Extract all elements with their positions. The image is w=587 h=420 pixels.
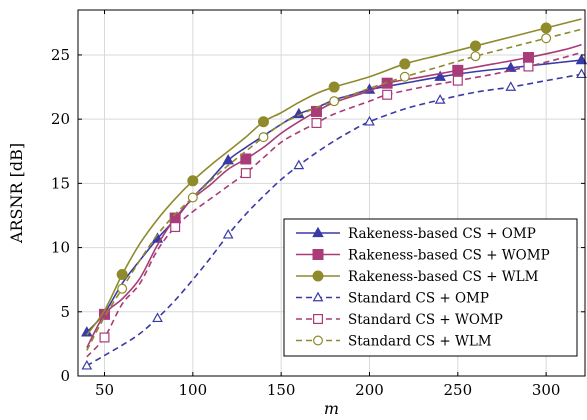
legend-item: Standard CS + WOMP bbox=[296, 312, 503, 328]
series-line bbox=[86, 73, 582, 367]
series-group bbox=[81, 18, 587, 370]
y-tick-label: 25 bbox=[51, 46, 70, 64]
data-point bbox=[399, 58, 411, 70]
data-point bbox=[540, 22, 552, 34]
data-point bbox=[310, 105, 322, 117]
legend-marker bbox=[313, 314, 324, 325]
series-5 bbox=[86, 51, 582, 358]
data-point bbox=[575, 53, 587, 65]
x-tick-label: 200 bbox=[355, 381, 384, 399]
data-point bbox=[117, 283, 128, 294]
x-tick-label: 50 bbox=[95, 381, 114, 399]
data-point bbox=[364, 115, 375, 126]
y-tick-label: 15 bbox=[51, 174, 70, 192]
data-point bbox=[222, 154, 234, 165]
data-point bbox=[505, 81, 517, 91]
x-tick-label: 100 bbox=[179, 381, 208, 399]
x-axis-label: m bbox=[324, 399, 339, 418]
data-point bbox=[522, 52, 534, 64]
legend: Rakeness-based CS + OMP Rakeness-based CS… bbox=[283, 218, 578, 357]
data-point bbox=[257, 116, 269, 128]
series-line bbox=[86, 43, 582, 349]
series-line bbox=[86, 28, 582, 351]
series-4 bbox=[81, 68, 587, 370]
legend-item: Standard CS + WLM bbox=[296, 334, 492, 350]
legend-item: Rakeness-based CS + WOMP bbox=[296, 248, 550, 264]
data-point bbox=[152, 312, 163, 323]
legend-label: Standard CS + OMP bbox=[348, 291, 489, 307]
data-point bbox=[116, 269, 128, 281]
data-point bbox=[434, 70, 446, 81]
y-tick-label: 20 bbox=[51, 110, 70, 128]
axis-ticks: 50 100 150 200 250 300 0 5 10 15 20 25 bbox=[51, 10, 585, 399]
x-tick-label: 250 bbox=[443, 381, 472, 399]
legend-marker bbox=[312, 249, 324, 260]
legend-item: Rakeness-based CS + OMP bbox=[296, 226, 536, 242]
legend-label: Standard CS + WLM bbox=[348, 334, 492, 350]
y-axis-label: ARSNR [dB] bbox=[7, 143, 26, 244]
data-point bbox=[541, 33, 552, 44]
y-tick-label: 10 bbox=[51, 239, 70, 257]
data-point bbox=[240, 168, 251, 179]
legend-box bbox=[283, 218, 578, 357]
legend-label: Standard CS + WOMP bbox=[348, 312, 503, 328]
series-3 bbox=[86, 18, 582, 336]
data-point bbox=[452, 75, 463, 86]
data-point bbox=[170, 222, 181, 233]
legend-marker bbox=[312, 270, 324, 282]
data-point bbox=[311, 118, 322, 129]
x-tick-label: 300 bbox=[532, 381, 561, 399]
data-point bbox=[187, 192, 198, 203]
series-line bbox=[86, 51, 582, 358]
data-point bbox=[222, 228, 234, 239]
data-point bbox=[81, 359, 93, 370]
data-point bbox=[505, 61, 517, 72]
data-point bbox=[434, 94, 446, 104]
plot-frame bbox=[77, 9, 586, 377]
series-line bbox=[86, 18, 582, 336]
data-point bbox=[293, 107, 305, 119]
legend-marker bbox=[312, 291, 324, 302]
data-point bbox=[399, 71, 410, 82]
data-point bbox=[576, 68, 587, 79]
data-point bbox=[328, 81, 340, 93]
y-tick-label: 0 bbox=[60, 367, 70, 385]
data-point bbox=[187, 175, 199, 187]
data-point bbox=[523, 61, 534, 72]
data-point bbox=[99, 332, 110, 343]
legend-marker bbox=[312, 226, 324, 238]
data-point bbox=[469, 40, 481, 52]
y-tick-label: 5 bbox=[60, 303, 70, 321]
legend-label: Rakeness-based CS + WOMP bbox=[348, 248, 550, 264]
legend-item: Standard CS + OMP bbox=[296, 291, 489, 307]
legend-marker bbox=[313, 335, 324, 346]
data-point bbox=[293, 159, 305, 170]
legend-label: Rakeness-based CS + WLM bbox=[348, 269, 539, 285]
data-point bbox=[258, 132, 269, 143]
legend-item: Rakeness-based CS + WLM bbox=[296, 269, 539, 285]
legend-label: Rakeness-based CS + OMP bbox=[348, 226, 536, 242]
series-6 bbox=[86, 28, 582, 351]
x-tick-label: 150 bbox=[267, 381, 296, 399]
data-point bbox=[329, 96, 340, 107]
data-point bbox=[240, 153, 252, 165]
data-point bbox=[452, 64, 464, 76]
data-point bbox=[382, 89, 393, 100]
data-point bbox=[470, 51, 481, 62]
